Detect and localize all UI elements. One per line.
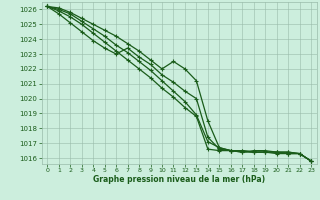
X-axis label: Graphe pression niveau de la mer (hPa): Graphe pression niveau de la mer (hPa) — [93, 175, 265, 184]
